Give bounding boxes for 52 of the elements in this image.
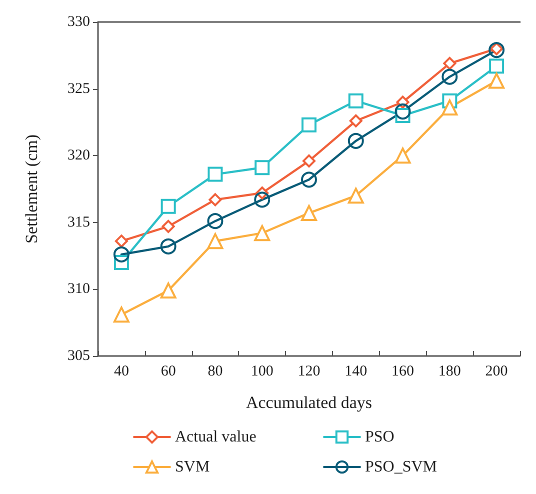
y-tick-label: 330 — [68, 14, 90, 30]
y-tick-label: 320 — [68, 148, 90, 164]
legend-label: PSO — [365, 428, 394, 446]
point — [348, 93, 364, 108]
x-tick-label: 80 — [208, 364, 223, 380]
x-tick-label: 40 — [114, 364, 129, 380]
point — [348, 188, 364, 204]
y-tick-label: 315 — [68, 214, 90, 230]
point — [160, 282, 176, 299]
y-tick-label: 305 — [68, 348, 90, 364]
point — [302, 117, 316, 132]
x-tick-label: 100 — [250, 364, 274, 380]
point — [113, 306, 130, 323]
x-axis-title: Accumulated days — [246, 393, 372, 412]
point — [254, 160, 270, 176]
point — [254, 192, 270, 208]
point — [160, 238, 176, 254]
point — [162, 220, 175, 233]
x-tick-label: 60 — [160, 364, 176, 380]
point — [349, 114, 362, 128]
x-tick-label: 140 — [344, 364, 368, 380]
x-tick-label: 160 — [392, 364, 414, 380]
point — [442, 68, 458, 85]
point — [207, 233, 224, 250]
point — [302, 154, 316, 168]
point — [207, 213, 224, 230]
point — [208, 193, 222, 206]
point — [443, 56, 456, 70]
legend-label: PSO_SVM — [365, 458, 438, 476]
point — [490, 42, 504, 56]
point — [208, 166, 223, 182]
legend-label: SVM — [175, 458, 210, 476]
y-tick-label: 310 — [68, 281, 90, 298]
point — [488, 42, 505, 58]
x-tick-label: 120 — [298, 364, 320, 380]
y-tick-label: 325 — [68, 80, 90, 97]
point — [113, 246, 130, 262]
point — [489, 58, 504, 74]
point — [348, 132, 364, 149]
point — [442, 100, 458, 116]
point — [301, 205, 317, 222]
x-tick-label: 200 — [485, 364, 508, 380]
point — [160, 198, 176, 214]
x-tick-label: 180 — [438, 364, 461, 380]
point — [301, 172, 317, 188]
point — [114, 234, 128, 248]
point — [394, 148, 411, 164]
point — [254, 225, 270, 242]
point — [488, 72, 505, 89]
point — [394, 104, 411, 120]
y-axis-title: Settlement (cm) — [22, 134, 41, 244]
legend-label: Actual value — [175, 428, 256, 446]
